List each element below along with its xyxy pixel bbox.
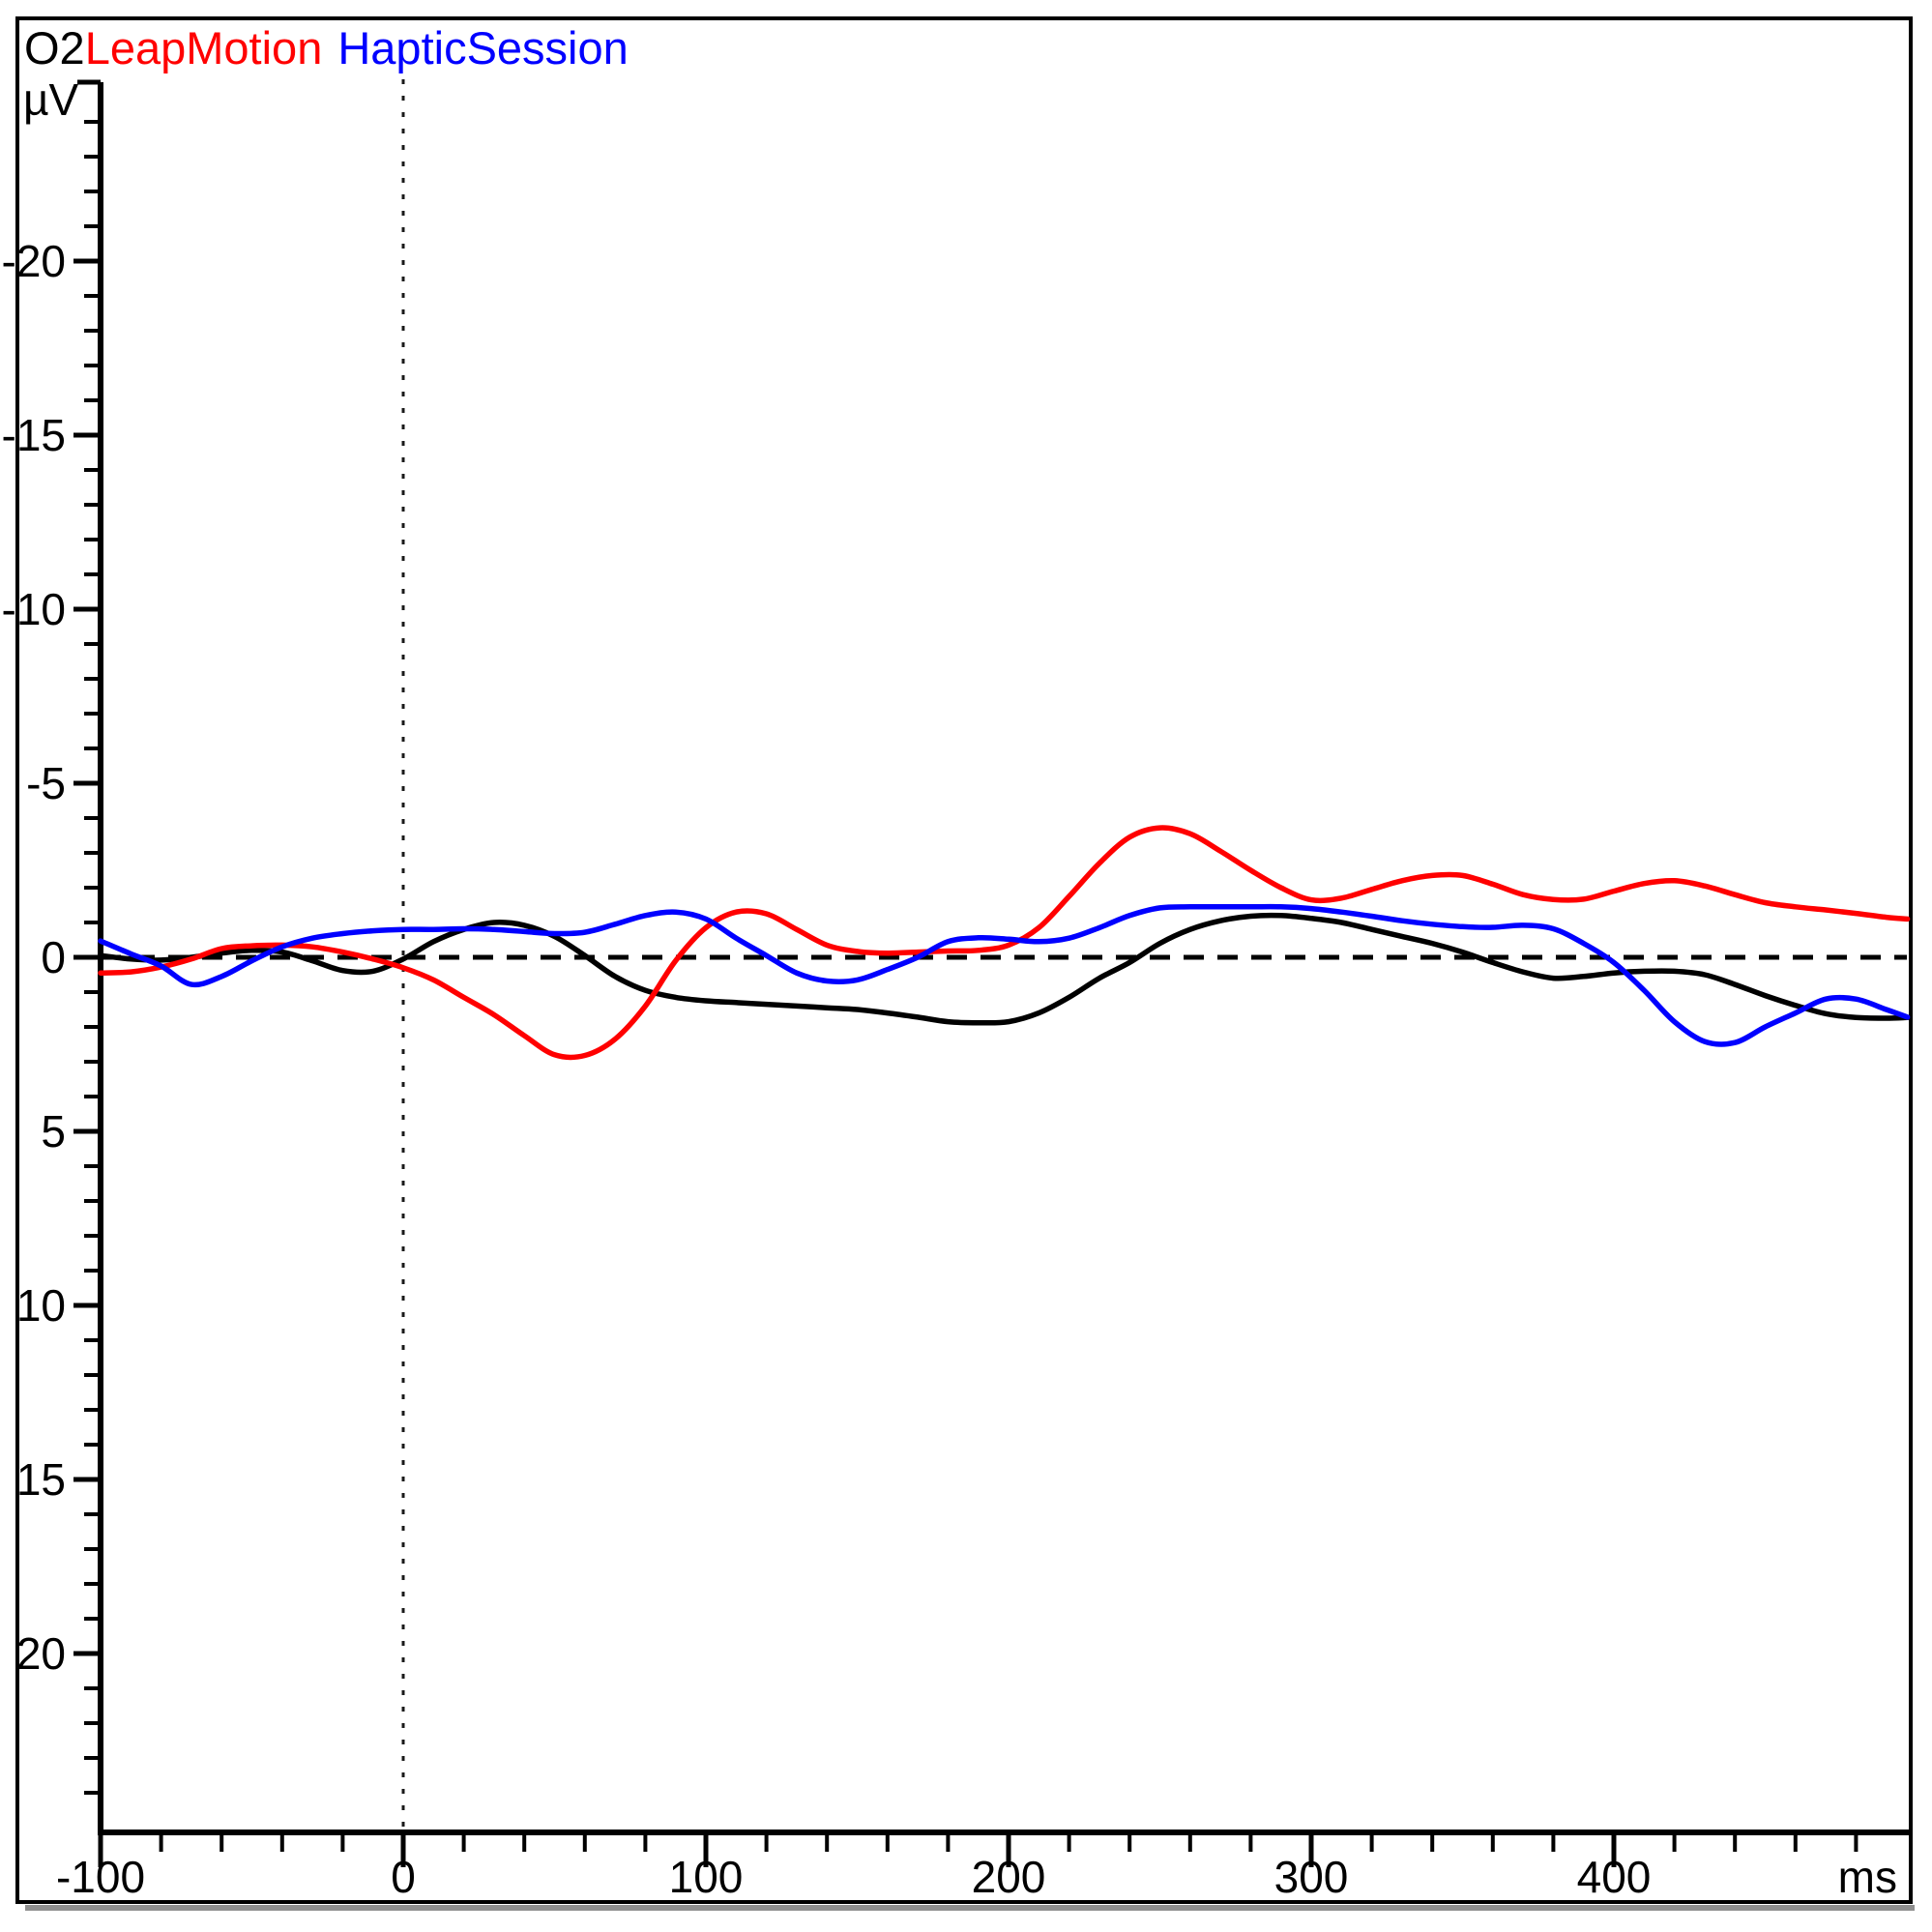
legend-item-hapticsession: HapticSession (337, 22, 628, 73)
legend-item-leapmotion: LeapMotion (85, 22, 323, 73)
channel-label: O2 (24, 22, 85, 73)
x-axis-unit-label: ms (1838, 1852, 1897, 1902)
x-tick-label: 100 (669, 1852, 744, 1902)
plot-area: -20 -15 -10 -5 0 5 10 15 20 -100 0 100 200 300 400 (2, 79, 1911, 1902)
x-tick-label: 300 (1274, 1852, 1349, 1902)
y-axis-unit-label: µV (23, 74, 79, 125)
y-tick-label: 10 (16, 1280, 66, 1331)
x-tick-label: 0 (391, 1852, 416, 1902)
y-tick-label: -10 (2, 584, 66, 634)
y-tick-label: 15 (16, 1454, 66, 1505)
x-tick-label: 200 (972, 1852, 1046, 1902)
series-hapticsession-waveform (98, 903, 1911, 1047)
legend: O2LeapMotion HapticSession (24, 22, 629, 73)
series-o2-waveform (98, 912, 1911, 1026)
y-tick-label: 0 (41, 932, 66, 982)
y-tick-label: 5 (41, 1106, 66, 1156)
y-tick-label: -5 (26, 758, 66, 808)
y-tick-label: 20 (16, 1628, 66, 1679)
y-tick-label: -20 (2, 236, 66, 286)
series-leapmotion-waveform (98, 825, 1911, 1061)
x-tick-label: 400 (1577, 1852, 1652, 1902)
window-frame (15, 16, 1913, 1904)
y-tick-label: -15 (2, 410, 66, 460)
x-tick-label: -100 (56, 1852, 145, 1902)
